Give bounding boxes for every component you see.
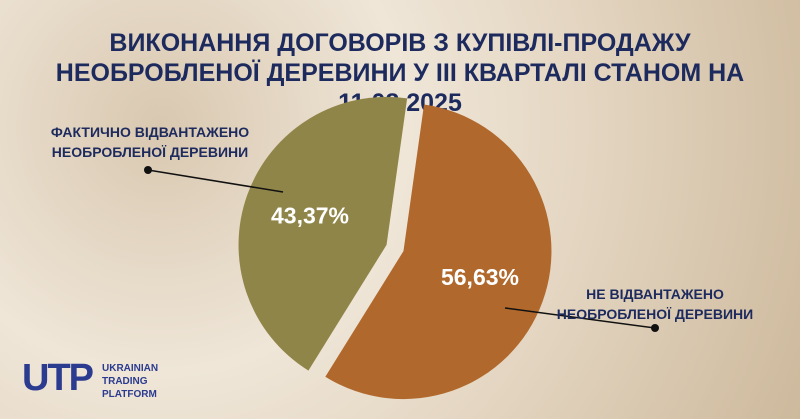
leader-line [504,307,656,329]
leader-line [147,169,284,193]
logo-mark: UTP [22,357,94,399]
pie-slice [325,104,552,400]
chart-title: ВИКОНАННЯ ДОГОВОРІВ З КУПІВЛІ-ПРОДАЖУ НЕ… [55,29,745,117]
value-label: 43,37% [271,202,349,228]
slice-label: НЕ ВІДВАНТАЖЕНО НЕОБРОБЛЕНОЇ ДЕРЕВИНИ [556,286,754,322]
value-label: 56,63% [441,264,519,290]
pie-slice [238,96,408,371]
leader-dot [144,166,152,174]
logo-text: UKRAINIAN TRADING PLATFORM [102,363,159,400]
leader-dot [651,324,659,332]
slice-label: ФАКТИЧНО ВІДВАНТАЖЕНО НЕОБРОБЛЕНОЇ ДЕРЕВ… [50,124,250,160]
